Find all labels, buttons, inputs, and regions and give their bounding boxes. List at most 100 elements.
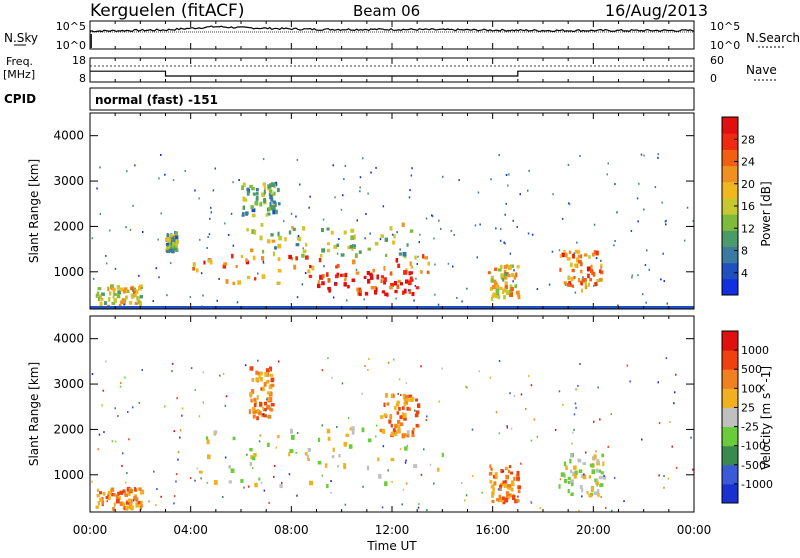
heatmap-scatter-cell [419,233,421,236]
heatmap-cell [516,470,520,476]
heatmap-scatter-cell [453,233,455,236]
heatmap-cell [426,270,430,275]
velocity-ylabel: Slant Range [km] [27,362,41,466]
heatmap-cell [277,202,281,206]
heatmap-cell [175,231,178,236]
heatmap-cell [133,496,137,500]
heatmap-cell [336,263,340,268]
heatmap-scatter-cell [536,288,539,291]
power-panel: 1000 2000 3000 4000 Slant Range [km] 4 8 12 16… [27,112,773,310]
heatmap-cell [389,414,392,419]
heatmap-scatter-cell [122,507,125,510]
heatmap-cell [242,182,246,187]
heatmap-scatter-cell [479,223,481,226]
heatmap-scatter-cell [172,179,175,182]
heatmap-scatter-cell [552,193,554,196]
heatmap-cell [123,300,127,305]
cpid-panel-frame [89,87,695,111]
heatmap-scatter-cell [629,380,631,383]
heatmap-cell [135,497,139,502]
heatmap-cell [581,488,584,493]
heatmap-cell [427,261,430,266]
heatmap-cell [577,254,580,259]
heatmap-scatter-cell [296,432,299,434]
heatmap-scatter-cell [369,232,371,235]
heatmap-scatter-cell [418,503,420,506]
heatmap-scatter-cell [423,448,425,451]
heatmap-cell [251,378,255,382]
heatmap-cell [327,248,330,253]
power-colorbar-label: Power [dB] [759,181,773,246]
heatmap-scatter-cell [595,450,597,453]
heatmap-cell [251,208,256,213]
heatmap-cell [122,298,125,303]
heatmap-cell [565,252,568,258]
heatmap-cell [317,460,322,465]
heatmap-scatter-cell [102,389,105,392]
heatmap-cell [139,284,143,289]
heatmap-scatter-cell [129,228,132,231]
heatmap-cell [111,301,116,305]
heatmap-cell [291,226,294,230]
velocity-colorbar-label: Velocity [m s^-1] [759,366,773,470]
heatmap-scatter-cell [667,477,670,480]
heatmap-cell [256,395,259,400]
heatmap-cell [343,441,348,447]
colorbar-segment [722,262,738,280]
heatmap-cell [166,240,170,245]
heatmap-cell [580,261,583,267]
heatmap-scatter-cell [512,219,514,222]
heatmap-scatter-cell [495,411,498,414]
velocity-colorbar: 1000 500 100 25 -25 -100 -500 -1000 [721,330,773,504]
heatmap-cell [396,284,400,289]
heatmap-cell [563,473,566,478]
heatmap-cell [108,297,111,302]
heatmap-cell [336,272,340,276]
heatmap-cell [295,256,298,261]
heatmap-cell [111,492,115,497]
heatmap-cell [131,295,134,299]
heatmap-cell [128,301,133,305]
heatmap-scatter-cell [418,241,420,244]
heatmap-scatter-cell [356,219,358,222]
heatmap-cell [398,407,401,411]
heatmap-scatter-cell [91,373,94,375]
heatmap-cell [127,491,131,496]
heatmap-scatter-cell [96,187,98,190]
heatmap-scatter-cell [531,233,534,236]
heatmap-scatter-cell [564,283,567,286]
heatmap-cell [100,297,104,301]
heatmap-cell [602,476,607,480]
heatmap-cell [563,249,566,255]
heatmap-scatter-cell [246,453,248,456]
heatmap-scatter-cell [471,428,474,431]
heatmap-scatter-cell [258,440,261,443]
heatmap-cell [383,265,386,271]
heatmap-cell [95,293,98,298]
heatmap-cell [336,243,340,247]
heatmap-scatter-cell [397,393,399,395]
heatmap-scatter-cell [558,249,561,252]
heatmap-scatter-cell [593,223,596,226]
heatmap-scatter-cell [452,265,454,268]
heatmap-cell [586,266,591,272]
heatmap-cell [397,428,401,434]
heatmap-cell [348,444,353,449]
heatmap-cell [295,243,300,247]
heatmap-scatter-cell [637,274,639,277]
heatmap-cell [514,284,518,289]
heatmap-scatter-cell [665,357,668,360]
freq-series-line [90,70,694,77]
heatmap-cell [347,285,350,289]
heatmap-cell [569,262,573,268]
heatmap-cell [311,265,315,271]
heatmap-scatter-cell [330,480,332,482]
heatmap-scatter-cell [210,206,212,209]
heatmap-cell [600,270,604,275]
heatmap-cell [171,235,174,240]
heatmap-scatter-cell [244,364,247,367]
heatmap-scatter-cell [461,300,463,303]
heatmap-scatter-cell [489,376,492,379]
heatmap-cell [256,409,259,413]
heatmap-cell [105,496,109,500]
